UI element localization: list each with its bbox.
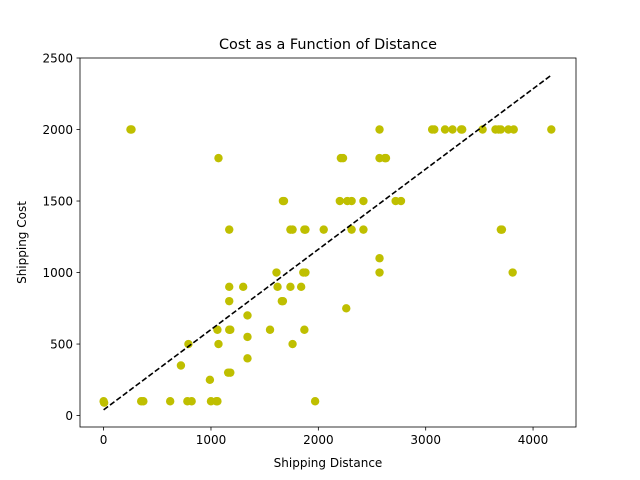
data-point-25	[238, 282, 248, 292]
y-tick-label: 500	[50, 337, 73, 351]
data-point-10	[187, 397, 196, 406]
data-point-57	[375, 268, 384, 277]
data-point-14	[213, 397, 222, 406]
trend-line	[103, 74, 552, 411]
data-point-20	[225, 296, 234, 306]
data-point-62	[381, 153, 391, 163]
x-tick-label: 1000	[196, 433, 227, 447]
data-point-44	[301, 268, 310, 277]
y-tick-label: 2000	[42, 123, 73, 137]
data-point-31	[273, 282, 282, 292]
data-point-17	[214, 153, 223, 163]
data-point-39	[288, 339, 297, 349]
y-axis-label: Shipping Cost	[15, 201, 29, 284]
data-point-80	[547, 125, 556, 134]
data-point-58	[375, 254, 384, 263]
data-point-68	[448, 125, 457, 134]
y-tick-label: 1500	[42, 194, 73, 208]
data-point-23	[226, 368, 235, 377]
x-tick-label: 2000	[303, 433, 334, 447]
data-point-67	[440, 125, 450, 134]
data-point-56	[359, 196, 368, 206]
data-point-22	[225, 225, 234, 234]
data-point-79	[508, 268, 517, 277]
data-point-7	[176, 361, 186, 370]
data-point-30	[272, 268, 281, 277]
y-tick-label: 0	[65, 409, 73, 423]
x-tick-label: 0	[100, 433, 108, 447]
data-point-47	[319, 225, 328, 234]
x-tick-label: 4000	[518, 433, 549, 447]
data-point-24	[226, 325, 235, 334]
data-point-48	[335, 196, 345, 206]
data-point-16	[214, 339, 223, 349]
data-point-35	[279, 196, 289, 206]
data-point-9	[184, 339, 193, 349]
data-point-21	[225, 282, 234, 292]
data-point-50	[338, 153, 348, 163]
data-point-38	[288, 225, 297, 234]
data-point-33	[278, 296, 288, 306]
data-point-6	[165, 397, 175, 406]
data-point-3	[127, 125, 136, 134]
data-point-78	[509, 125, 518, 134]
plot-marks	[99, 74, 556, 411]
chart-title: Cost as a Function of Distance	[219, 37, 437, 53]
x-axis-label: Shipping Distance	[274, 456, 383, 470]
data-point-28	[243, 311, 252, 320]
data-point-26	[243, 354, 252, 363]
y-tick-label: 2500	[42, 51, 73, 65]
y-axis-ticks: 0 500 1000 1500 2000 2500	[42, 51, 80, 423]
data-point-70	[458, 125, 467, 134]
data-point-46	[310, 397, 320, 406]
data-point-66	[430, 125, 439, 134]
data-point-76	[497, 225, 507, 234]
plot-frame	[79, 57, 577, 428]
data-point-55	[359, 225, 368, 234]
data-point-45	[301, 225, 310, 234]
data-point-71	[478, 125, 487, 134]
data-point-15	[213, 325, 222, 334]
data-point-60	[375, 125, 384, 134]
data-point-64	[396, 196, 406, 206]
data-point-11	[205, 375, 215, 384]
data-point-51	[342, 304, 351, 313]
data-point-42	[300, 325, 309, 334]
data-point-54	[347, 196, 356, 206]
data-point-53	[347, 225, 356, 234]
y-tick-label: 1000	[42, 266, 73, 280]
data-point-40	[296, 282, 306, 292]
data-point-1	[99, 398, 109, 407]
data-point-36	[286, 282, 295, 292]
data-point-29	[265, 325, 275, 334]
x-tick-label: 3000	[410, 433, 441, 447]
data-point-27	[243, 332, 252, 342]
x-axis-ticks: 0 1000 2000 3000 4000	[100, 427, 549, 447]
data-point-74	[496, 125, 506, 134]
data-point-5	[139, 397, 148, 406]
